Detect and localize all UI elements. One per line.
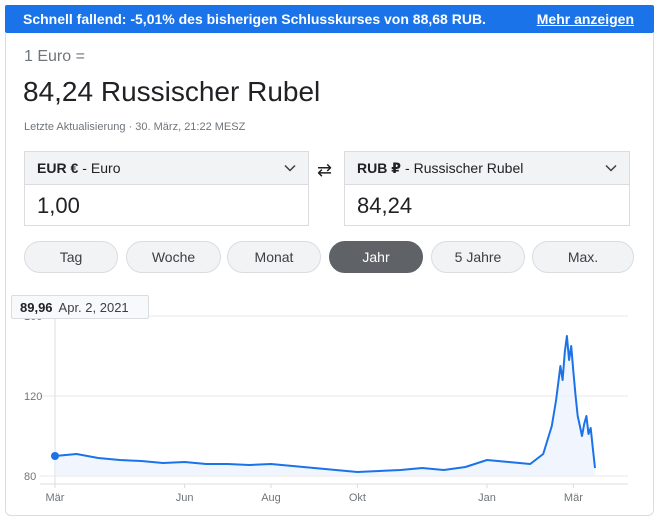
to-currency-sep: - [404,160,410,176]
tab-tag[interactable]: Tag [24,241,118,273]
tab-max[interactable]: Max. [532,241,634,273]
tab-jahr[interactable]: Jahr [329,241,423,273]
to-currency-code: RUB ₽ [357,159,401,176]
from-currency-name: Euro [90,160,121,176]
chart-tooltip: 89,96 Apr. 2, 2021 [11,295,149,319]
converter-card [5,33,654,516]
swap-arrows-icon[interactable]: ⇄ [317,160,333,180]
chevron-down-icon [605,164,617,172]
last-updated: Letzte Aktualisierung · 30. März, 21:22 … [24,121,246,133]
tooltip-value: 89,96 [20,299,53,315]
converted-value: 84,24 Russischer Rubel [23,76,321,107]
tooltip-date: Apr. 2, 2021 [58,299,129,315]
to-currency-box: RUB ₽ - Russischer Rubel 84,24 [344,151,630,226]
from-currency-select[interactable]: EUR € - Euro [25,152,308,185]
from-currency-code: EUR € [37,160,79,176]
from-amount-input[interactable]: 1,00 [37,193,80,218]
unit-line: 1 Euro = [24,48,85,65]
tab-monat[interactable]: Monat [227,241,321,273]
to-currency-select[interactable]: RUB ₽ - Russischer Rubel [345,152,629,185]
tab-5-jahre[interactable]: 5 Jahre [431,241,525,273]
chevron-down-icon [284,164,296,172]
to-currency-name: Russischer Rubel [413,160,524,176]
alert-bar: Schnell fallend: -5,01% des bisherigen S… [5,5,654,33]
from-currency-sep: - [82,160,87,176]
alert-text: Schnell fallend: -5,01% des bisherigen S… [23,11,486,27]
to-amount-input[interactable]: 84,24 [357,193,413,218]
more-link[interactable]: Mehr anzeigen [536,11,634,27]
range-tabs: Tag Woche Monat Jahr 5 Jahre Max. [24,241,634,273]
from-currency-box: EUR € - Euro 1,00 [24,151,309,226]
tab-woche[interactable]: Woche [126,241,221,273]
